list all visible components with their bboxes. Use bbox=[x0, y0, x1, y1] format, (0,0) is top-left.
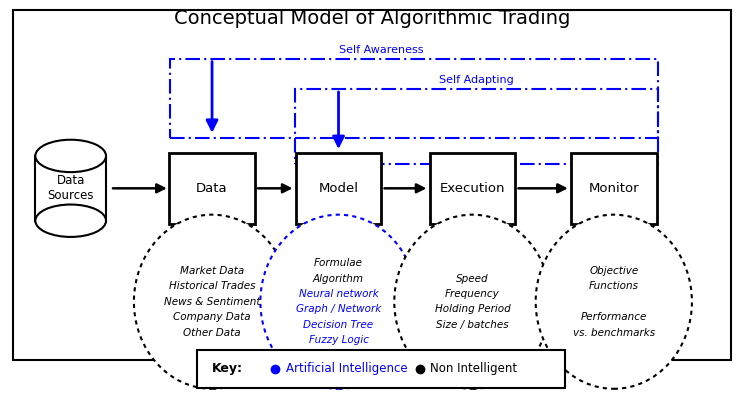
Text: vs. benchmarks: vs. benchmarks bbox=[573, 328, 655, 337]
Bar bbox=[295, 89, 658, 164]
Text: News & Sentiment: News & Sentiment bbox=[164, 297, 260, 307]
Bar bbox=[170, 59, 658, 138]
Text: Formulae: Formulae bbox=[314, 258, 363, 268]
Text: Functions: Functions bbox=[589, 281, 639, 291]
Text: Model: Model bbox=[318, 182, 359, 195]
Bar bbox=[430, 153, 516, 224]
Text: Self Adapting: Self Adapting bbox=[439, 75, 513, 85]
Text: Decision Tree: Decision Tree bbox=[304, 320, 373, 330]
Text: Market Data: Market Data bbox=[180, 266, 244, 276]
Text: Performance: Performance bbox=[580, 312, 647, 322]
Ellipse shape bbox=[36, 140, 106, 172]
Text: Data
Sources: Data Sources bbox=[48, 174, 94, 202]
Ellipse shape bbox=[36, 205, 106, 237]
Text: Graph / Network: Graph / Network bbox=[296, 305, 381, 314]
Text: Holding Period: Holding Period bbox=[434, 305, 510, 314]
Text: Other Data: Other Data bbox=[183, 328, 241, 337]
Bar bbox=[296, 153, 382, 224]
Bar bbox=[13, 10, 731, 360]
Text: Neural network: Neural network bbox=[298, 289, 379, 299]
Text: Fuzzy Logic: Fuzzy Logic bbox=[309, 335, 368, 345]
Text: Monitor: Monitor bbox=[589, 182, 639, 195]
Text: Self Awareness: Self Awareness bbox=[339, 45, 423, 55]
Text: Artificial Intelligence: Artificial Intelligence bbox=[286, 362, 408, 375]
Text: Key:: Key: bbox=[212, 362, 243, 375]
Bar bbox=[170, 153, 254, 224]
Text: Execution: Execution bbox=[440, 182, 505, 195]
Bar bbox=[197, 350, 565, 388]
Text: Conceptual Model of Algorithmic Trading: Conceptual Model of Algorithmic Trading bbox=[174, 9, 570, 28]
Ellipse shape bbox=[260, 215, 417, 389]
Bar bbox=[571, 153, 656, 224]
Text: Algorithm: Algorithm bbox=[313, 274, 364, 284]
Text: Historical Trades: Historical Trades bbox=[169, 281, 255, 291]
Text: Objective: Objective bbox=[589, 266, 638, 276]
Bar bbox=[36, 156, 106, 221]
Text: Data: Data bbox=[196, 182, 228, 195]
Text: Frequency: Frequency bbox=[445, 289, 500, 299]
Ellipse shape bbox=[536, 215, 692, 389]
Text: Company Data: Company Data bbox=[173, 312, 251, 322]
Ellipse shape bbox=[394, 215, 551, 389]
Text: Non Intelligent: Non Intelligent bbox=[430, 362, 517, 375]
Ellipse shape bbox=[134, 215, 290, 389]
Text: Size / batches: Size / batches bbox=[436, 320, 509, 330]
Text: Speed: Speed bbox=[456, 274, 489, 284]
